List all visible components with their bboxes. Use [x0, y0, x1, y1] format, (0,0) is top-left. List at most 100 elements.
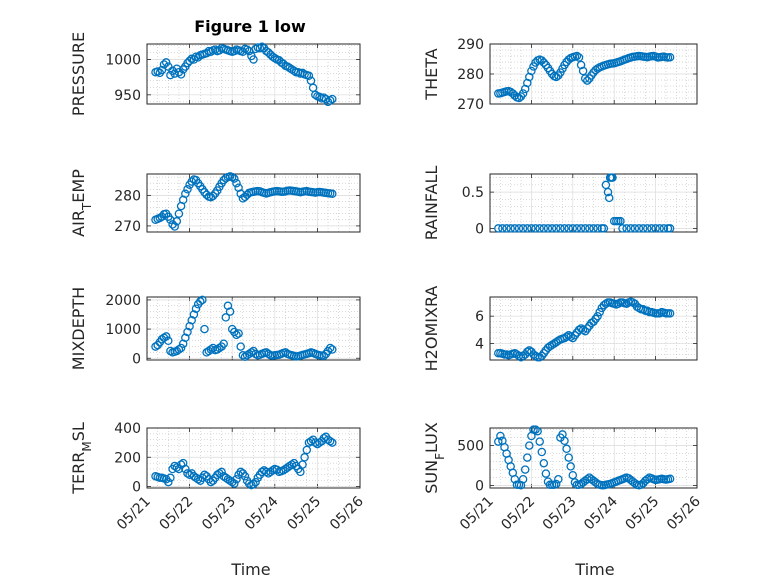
data-point	[498, 224, 507, 233]
data-point	[313, 439, 322, 449]
data-point	[554, 474, 563, 484]
y-tick-label: 400	[114, 421, 141, 437]
data-point	[296, 467, 305, 477]
data-point	[533, 426, 542, 436]
data-point	[551, 479, 561, 489]
data-point	[589, 224, 598, 233]
data-point	[566, 332, 575, 341]
data-point	[170, 69, 179, 78]
data-point	[560, 224, 569, 233]
data-point	[580, 224, 590, 233]
series-markers	[151, 432, 337, 490]
y-tick-label: 0	[475, 479, 484, 495]
data-point	[304, 438, 314, 447]
data-point	[556, 224, 565, 233]
data-point	[217, 467, 226, 477]
data-point	[527, 66, 536, 76]
data-point	[518, 224, 528, 233]
data-point	[176, 70, 186, 79]
y-tick-label: 1000	[105, 322, 141, 338]
y-tick-label: 0	[132, 351, 141, 367]
axes-frame	[146, 43, 361, 105]
data-point	[215, 469, 224, 478]
x-tick-label: 05/21	[457, 494, 497, 534]
data-point	[244, 349, 254, 359]
data-point	[665, 52, 675, 62]
series-markers	[494, 51, 675, 103]
data-point	[164, 477, 173, 487]
data-point	[200, 470, 209, 480]
data-point	[249, 55, 258, 64]
subplot-grid: 950 1000 PRESSURE 270 280 290 THETA 270 280 AIRTE…	[69, 32, 704, 533]
x-axis-label-left: Time	[230, 560, 270, 579]
data-point	[185, 56, 194, 66]
y-tick-label: 280	[114, 188, 141, 204]
data-point	[585, 224, 594, 233]
data-point	[531, 425, 540, 434]
data-point	[494, 437, 503, 446]
x-tick-label: 05/25	[284, 494, 324, 534]
data-point	[172, 463, 182, 472]
data-point	[223, 474, 233, 484]
data-point	[264, 48, 273, 57]
data-point	[285, 461, 294, 471]
data-point	[506, 224, 515, 233]
data-point	[176, 460, 186, 469]
data-point	[223, 301, 233, 311]
data-point	[616, 216, 625, 226]
data-point	[328, 94, 337, 104]
data-point	[151, 342, 160, 351]
data-point	[562, 444, 571, 454]
y-tick-label: 0.5	[462, 185, 484, 201]
minor-grid	[490, 174, 697, 232]
subplot-5: 0 1000 2000 MIXDEPTH	[69, 287, 361, 370]
data-point	[236, 467, 245, 477]
data-point	[230, 479, 239, 488]
data-point	[232, 178, 241, 188]
data-point	[523, 224, 532, 233]
x-axis-label-right: Time	[574, 560, 614, 579]
data-point	[283, 62, 292, 71]
data-point	[164, 62, 173, 71]
data-point	[251, 349, 260, 359]
data-point	[496, 431, 505, 441]
data-point	[514, 351, 524, 361]
y-tick-label: 950	[114, 88, 141, 104]
data-point	[323, 435, 333, 444]
data-point	[164, 336, 173, 346]
data-point	[234, 329, 243, 338]
data-point	[196, 297, 205, 306]
data-point	[572, 224, 582, 233]
data-point	[323, 97, 333, 107]
data-point	[551, 224, 561, 233]
data-point	[153, 67, 162, 76]
data-point	[206, 477, 216, 487]
data-point	[174, 209, 184, 218]
data-point	[232, 474, 241, 484]
data-point	[242, 45, 252, 54]
data-point	[298, 460, 307, 469]
data-point	[219, 472, 228, 481]
data-point	[208, 343, 218, 353]
data-point	[240, 472, 250, 481]
data-point	[287, 460, 297, 469]
data-point	[523, 453, 532, 462]
y-tick-label: 2000	[105, 293, 141, 309]
subplot-8: 05/21 05/22 05/23 05/24 05/25 05/26 0 500 SUNFLU…	[422, 422, 704, 533]
data-point	[618, 224, 627, 233]
data-point	[174, 345, 184, 354]
data-point	[647, 224, 656, 233]
subplot-6: 4 6 H2OMIXRA	[422, 286, 698, 371]
data-point	[325, 436, 335, 446]
data-point	[183, 327, 192, 337]
data-point	[510, 348, 520, 358]
data-point	[279, 59, 288, 69]
x-tick-label: 05/24	[242, 493, 282, 533]
data-point	[257, 42, 267, 52]
data-point	[230, 174, 239, 183]
data-point	[315, 438, 324, 447]
data-point	[242, 351, 252, 360]
data-point	[227, 172, 237, 182]
data-point	[181, 189, 190, 199]
